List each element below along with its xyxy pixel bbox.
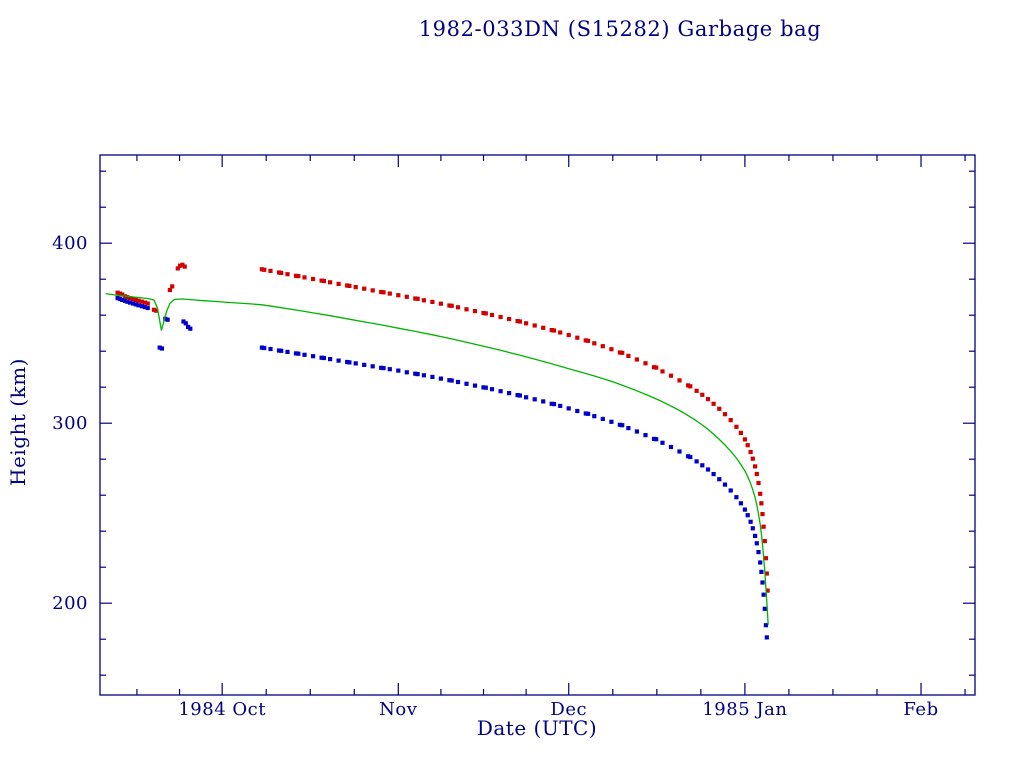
x-tick-label: Nov (379, 699, 418, 720)
y-axis-title: Height (km) (6, 358, 30, 486)
series-perigee-height (115, 296, 769, 640)
plot-frame (99, 154, 976, 696)
x-axis-ticks: 1984 Oct Nov Dec 1985 Jan Feb (136, 155, 966, 720)
x-tick-label: Dec (550, 699, 587, 720)
chart-title: 1982-033DN (S15282) Garbage bag (418, 17, 822, 41)
series-mean-height (105, 292, 769, 625)
y-tick-label: 300 (52, 413, 88, 434)
x-tick-label: 1984 Oct (178, 699, 266, 720)
x-tick-label: 1985 Jan (702, 699, 787, 720)
y-axis-ticks: 200 300 400 (52, 170, 975, 676)
y-tick-label: 400 (52, 233, 88, 254)
series-apogee-height (115, 262, 770, 593)
x-axis-title: Date (UTC) (476, 716, 598, 740)
x-tick-label: Feb (903, 699, 938, 720)
y-tick-label: 200 (52, 593, 88, 614)
